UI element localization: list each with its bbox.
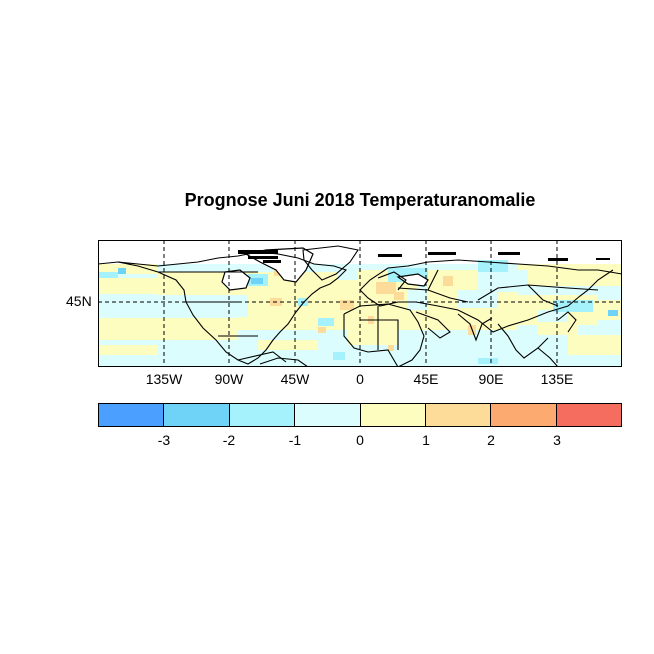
lon-label-90e: 90E	[478, 371, 504, 387]
map-canvas	[98, 240, 622, 367]
anomaly-map	[98, 240, 622, 367]
colorbar-segment	[295, 404, 361, 426]
colorbar-segment	[229, 404, 296, 426]
colorbar-segment	[164, 404, 230, 426]
colorbar-tick-0: 0	[356, 432, 364, 448]
colorbar-tick-1: 1	[422, 432, 430, 448]
lon-label-45w: 45W	[280, 371, 310, 387]
lon-label-0: 0	[356, 371, 364, 387]
lon-label-45e: 45E	[413, 371, 439, 387]
lon-label-135e: 135E	[540, 371, 574, 387]
colorbar-segment	[425, 404, 492, 426]
colorbar-segment	[491, 404, 557, 426]
colorbar-segment	[556, 404, 621, 426]
colorbar-tick-3: 3	[553, 432, 561, 448]
colorbar-segment	[360, 404, 426, 426]
colorbar-tick-2: 2	[487, 432, 495, 448]
lon-label-90w: 90W	[214, 371, 244, 387]
lon-label-135w: 135W	[145, 371, 183, 387]
colorbar-segment	[99, 404, 165, 426]
map-title: Prognose Juni 2018 Temperaturanomalie	[184, 190, 536, 210]
colorbar-tick-neg1: -1	[288, 432, 302, 448]
colorbar-tick-neg2: -2	[222, 432, 236, 448]
lat-label-45n: 45N	[66, 293, 92, 309]
colorbar-tick-neg3: -3	[157, 432, 171, 448]
colorbar	[98, 403, 622, 427]
